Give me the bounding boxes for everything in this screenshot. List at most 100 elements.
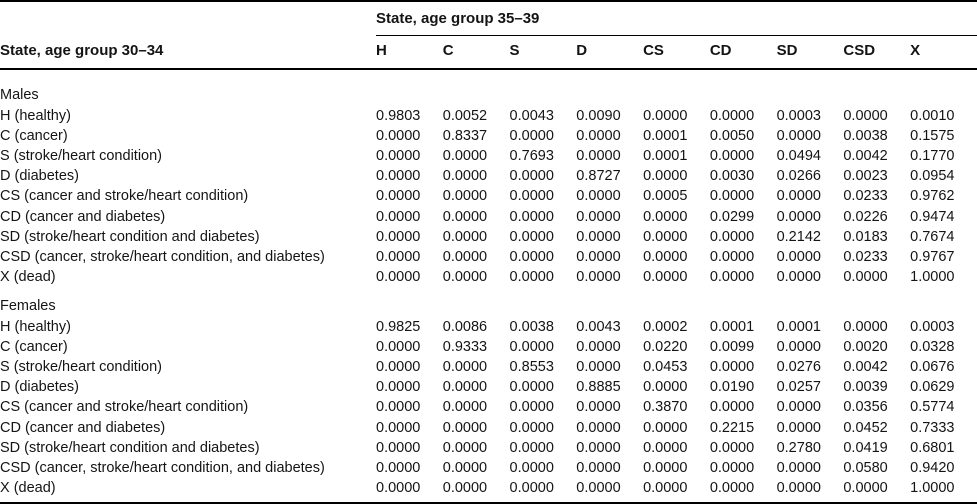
cell-value: 0.0001 [643, 148, 688, 165]
cell-value: 0.0038 [509, 318, 554, 335]
cell-value: 0.0000 [376, 419, 421, 436]
cell-value: 0.0000 [376, 249, 421, 266]
cell-value: 0.0000 [643, 419, 688, 436]
row-label: CD (cancer and diabetes) [0, 419, 166, 436]
cell-value: 0.0000 [509, 419, 554, 436]
cell-value: 0.0000 [376, 439, 421, 456]
cell-value: 0.0000 [643, 107, 688, 124]
cell-value: 0.0000 [376, 208, 421, 225]
cell-value: 0.0000 [442, 460, 488, 477]
cell-value: 0.0000 [376, 480, 421, 497]
table-row: CSD (cancer, stroke/heart condition, and… [0, 458, 977, 478]
column-header-sd: SD [776, 35, 844, 71]
row-label: D (diabetes) [0, 168, 79, 185]
row-label: CS (cancer and stroke/heart condition) [0, 188, 249, 205]
cell-value: 0.0000 [576, 127, 621, 144]
cell-value: 0.0039 [843, 379, 888, 396]
row-axis-title: State, age group 30–34 [0, 2, 376, 71]
table-row: H (healthy) 0.9825 0.0086 0.0038 0.0043 0.000… [0, 317, 977, 337]
cell-value: 0.0000 [509, 338, 554, 355]
cell-value: 0.8337 [442, 127, 488, 144]
cell-value: 0.0000 [643, 480, 688, 497]
row-label: H (healthy) [0, 318, 71, 335]
cell-value: 0.0183 [843, 228, 888, 245]
col-axis-title: State, age group 35–39 [376, 2, 977, 37]
cell-value: 0.0000 [509, 480, 554, 497]
cell-value: 0.0030 [709, 168, 755, 185]
table-row: C (cancer) 0.0000 0.9333 0.0000 0.0000 0.0220… [0, 337, 977, 357]
cell-value: 0.0000 [709, 460, 755, 477]
cell-value: 0.0000 [442, 228, 488, 245]
cell-value: 0.0000 [643, 460, 688, 477]
cell-value: 0.9803 [376, 107, 421, 124]
section-header-row: Males [0, 69, 977, 105]
cell-value: 0.0000 [376, 269, 421, 286]
cell-value: 0.9420 [910, 460, 955, 477]
cell-value: 0.0000 [442, 188, 488, 205]
cell-value: 0.0000 [576, 148, 621, 165]
cell-value: 0.0000 [509, 168, 554, 185]
cell-value: 0.0000 [442, 269, 488, 286]
cell-value: 1.0000 [910, 269, 955, 286]
cell-value: 0.0000 [709, 399, 755, 416]
cell-value: 0.9762 [910, 188, 955, 205]
cell-value: 0.0419 [843, 439, 888, 456]
row-label: C (cancer) [0, 127, 68, 144]
cell-value: 0.0000 [376, 460, 421, 477]
row-label: D (diabetes) [0, 379, 79, 396]
cell-value: 0.0000 [442, 399, 488, 416]
cell-value: 0.0000 [643, 249, 688, 266]
cell-value: 0.1770 [910, 148, 955, 165]
cell-value: 0.0000 [776, 188, 821, 205]
cell-value: 0.0000 [376, 359, 421, 376]
cell-value: 0.0000 [776, 338, 821, 355]
cell-value: 0.0001 [776, 318, 821, 335]
cell-value: 0.0000 [442, 379, 488, 396]
table-row: S (stroke/heart condition) 0.0000 0.0000 0.… [0, 357, 977, 377]
cell-value: 0.8553 [509, 359, 554, 376]
cell-value: 0.0000 [843, 480, 888, 497]
cell-value: 0.0003 [910, 318, 955, 335]
cell-value: 0.0580 [843, 460, 888, 477]
cell-value: 0.0000 [643, 269, 688, 286]
cell-value: 0.0000 [509, 460, 554, 477]
cell-value: 0.9474 [910, 208, 955, 225]
cell-value: 0.0000 [576, 439, 621, 456]
cell-value: 0.0000 [709, 249, 755, 266]
cell-value: 0.0000 [576, 399, 621, 416]
row-label: CSD (cancer, stroke/heart condition, and… [0, 249, 325, 266]
cell-value: 0.0002 [643, 318, 688, 335]
cell-value: 0.0000 [442, 168, 488, 185]
cell-value: 0.0052 [442, 107, 488, 124]
cell-value: 0.6801 [910, 439, 955, 456]
cell-value: 0.0099 [709, 338, 755, 355]
spanner-row: State, age group 30–34 State, age group … [0, 2, 977, 71]
cell-value: 0.0005 [643, 188, 688, 205]
cell-value: 0.9333 [442, 338, 488, 355]
cell-value: 0.0000 [442, 359, 488, 376]
cell-value: 0.0000 [509, 127, 554, 144]
cell-value: 0.0452 [843, 419, 888, 436]
cell-value: 0.0266 [776, 168, 821, 185]
cell-value: 0.0190 [709, 379, 755, 396]
cell-value: 0.0629 [910, 379, 955, 396]
cell-value: 0.0000 [643, 208, 688, 225]
cell-value: 0.0000 [442, 148, 488, 165]
cell-value: 0.0676 [910, 359, 955, 376]
cell-value: 0.0043 [509, 107, 554, 124]
cell-value: 0.8885 [576, 379, 621, 396]
row-label: S (stroke/heart condition) [0, 148, 162, 165]
cell-value: 0.0042 [843, 148, 888, 165]
cell-value: 0.7693 [509, 148, 554, 165]
cell-value: 0.0000 [376, 399, 421, 416]
row-label: X (dead) [0, 480, 56, 497]
column-header-h: H [376, 35, 443, 71]
cell-value: 0.0000 [776, 460, 821, 477]
cell-value: 0.0000 [709, 188, 755, 205]
cell-value: 0.0233 [843, 188, 888, 205]
cell-value: 0.0000 [709, 439, 755, 456]
table-row: H (healthy) 0.9803 0.0052 0.0043 0.0090 0.000… [0, 106, 977, 126]
table-row: S (stroke/heart condition) 0.0000 0.0000 0.… [0, 146, 977, 166]
cell-value: 0.0954 [910, 168, 955, 185]
